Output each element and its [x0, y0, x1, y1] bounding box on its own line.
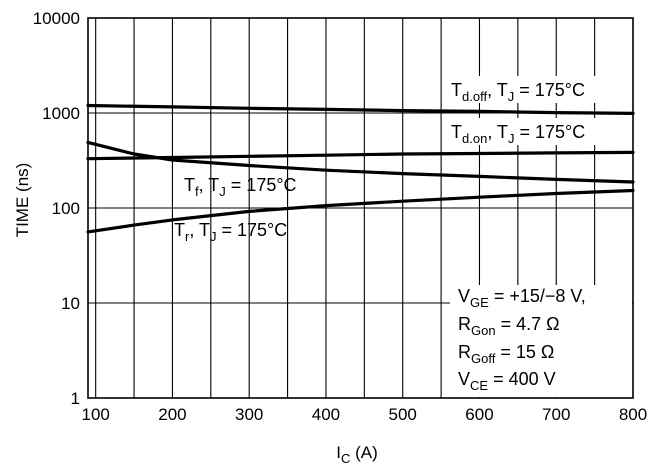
y-axis-title: TIME (ns) — [13, 163, 32, 238]
series-curves — [86, 103, 635, 234]
series-line-1 — [86, 150, 635, 161]
y-tick-label: 100 — [52, 199, 80, 218]
x-tick-label: 400 — [312, 405, 340, 424]
plot-frame — [87, 17, 634, 399]
x-tick-label: 600 — [465, 405, 493, 424]
x-tick-label: 800 — [619, 405, 647, 424]
x-axis-title: IC (A) — [336, 443, 378, 466]
series-label-2: Tf, TJ = 175°C — [184, 175, 297, 199]
series-line-2 — [86, 140, 635, 184]
y-tick-label: 10000 — [33, 9, 80, 28]
x-tick-label: 200 — [158, 405, 186, 424]
x-axis-title-main: I — [336, 443, 341, 462]
y-tick-label: 1000 — [42, 104, 80, 123]
y-tick-label: 10 — [61, 294, 80, 313]
x-tick-label: 300 — [235, 405, 263, 424]
series-line-3 — [86, 188, 635, 234]
series-labels: Td.off, TJ = 175°C Td.on, TJ = 175°C Tf, T… — [174, 76, 621, 244]
conditions-background — [450, 285, 632, 397]
series-label-background — [447, 118, 621, 145]
x-tick-labels: 100 200 300 400 500 600 700 800 — [81, 405, 647, 424]
x-tick-label: 700 — [542, 405, 570, 424]
series-label-1: Td.on, TJ = 175°C — [451, 122, 585, 146]
condition-line-0: VGE = +15/−8 V, — [458, 286, 586, 310]
condition-line-1: RGon = 4.7 Ω — [458, 314, 560, 338]
x-axis-title-unit: (A) — [350, 443, 377, 462]
series-label-background — [447, 76, 621, 103]
x-tick-label: 100 — [81, 405, 109, 424]
x-tick-label: 500 — [389, 405, 417, 424]
x-axis-title-sub: C — [341, 451, 350, 466]
series-line-0 — [86, 103, 635, 116]
condition-line-3: VCE = 400 V — [458, 369, 556, 393]
test-conditions: VGE = +15/−8 V, RGon = 4.7 Ω RGoff = 15 Ω V… — [450, 285, 632, 397]
condition-line-2: RGoff = 15 Ω — [458, 342, 554, 366]
series-label-3: Tr, TJ = 175°C — [174, 220, 287, 244]
series-label-0: Td.off, TJ = 175°C — [451, 80, 585, 104]
y-tick-labels: 1 10 100 1000 10000 — [33, 9, 80, 408]
y-tick-label: 1 — [71, 389, 80, 408]
